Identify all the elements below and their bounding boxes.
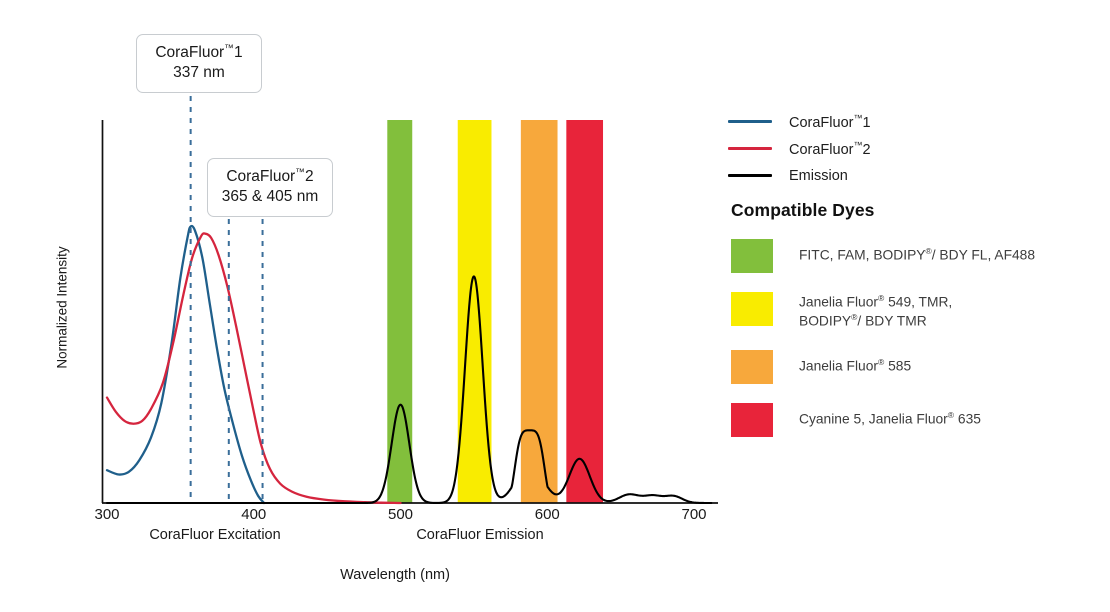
spectra-curves xyxy=(105,224,713,505)
dye-row-1: Janelia Fluor® 549, TMR, BODIPY®/ BDY TMR xyxy=(731,292,1106,331)
dye-color-swatch-3 xyxy=(731,402,773,437)
dye-label-3: Cyanine 5, Janelia Fluor® 635 xyxy=(799,409,981,427)
curve-emission xyxy=(105,275,713,505)
compatible-dyes-title: Compatible Dyes xyxy=(731,200,875,220)
callout-corafluor2: CoraFluor™2 365 & 405 nm xyxy=(207,158,333,217)
y-axis-label: Normalized Intensity xyxy=(54,246,70,369)
dye-label-2: Janelia Fluor® 585 xyxy=(799,356,912,374)
x-tick-label-400: 400 xyxy=(241,506,267,523)
callout-corafluor2-line1: CoraFluor™2 xyxy=(226,167,314,186)
x-tick-label-600: 600 xyxy=(534,506,560,523)
x-tick-label-500: 500 xyxy=(387,506,414,523)
red-band xyxy=(566,120,604,503)
curve-corafluor1 xyxy=(105,224,266,505)
compatible-dyes-panel: Compatible Dyes FITC, FAM, BODIPY®/ BDY … xyxy=(731,200,1106,456)
compatible-dyes-list: FITC, FAM, BODIPY®/ BDY FL, AF488 Janelia… xyxy=(731,239,1106,437)
x-axis-label: Wavelength (nm) xyxy=(340,567,450,583)
wavelength-bands xyxy=(387,120,604,503)
legend-row-1: CoraFluor™2 xyxy=(728,135,1098,162)
region-label-emission: CoraFluor Emission xyxy=(416,527,544,543)
x-tick-label-700: 700 xyxy=(681,506,707,523)
dye-color-swatch-1 xyxy=(731,292,773,326)
callout-corafluor2-line2: 365 & 405 nm xyxy=(221,187,319,205)
annotation-dashed-lines xyxy=(189,96,264,503)
dye-label-1: Janelia Fluor® 549, TMR, BODIPY®/ BDY TMR xyxy=(799,293,953,329)
dye-row-3: Cyanine 5, Janelia Fluor® 635 xyxy=(731,402,1106,437)
x-tick-label-300: 300 xyxy=(94,506,120,523)
dye-color-swatch-2 xyxy=(731,349,773,384)
orange-band xyxy=(520,120,558,503)
legend-line-swatch-2 xyxy=(728,174,772,177)
chart-legend: CoraFluor™1 CoraFluor™2 Emission xyxy=(728,108,1098,189)
legend-label-0: CoraFluor™1 xyxy=(789,112,871,131)
region-label-excitation: CoraFluor Excitation xyxy=(149,527,281,543)
dye-row-2: Janelia Fluor® 585 xyxy=(731,349,1106,384)
curve-corafluor2 xyxy=(105,232,402,505)
dye-label-0: FITC, FAM, BODIPY®/ BDY FL, AF488 xyxy=(799,246,1036,263)
legend-row-2: Emission xyxy=(728,162,1098,189)
legend-line-swatch-1 xyxy=(728,147,772,150)
callout-corafluor1-line1: CoraFluor™1 xyxy=(155,43,243,62)
dye-color-swatch-0 xyxy=(731,239,773,273)
yellow-band xyxy=(457,120,492,503)
legend-label-2: Emission xyxy=(789,167,848,184)
legend-label-1: CoraFluor™2 xyxy=(789,139,871,158)
dye-row-0: FITC, FAM, BODIPY®/ BDY FL, AF488 xyxy=(731,239,1106,273)
callout-corafluor1: CoraFluor™1 337 nm xyxy=(136,34,262,93)
legend-row-0: CoraFluor™1 xyxy=(728,108,1098,135)
legend-line-swatch-0 xyxy=(728,120,772,123)
callout-corafluor1-line2: 337 nm xyxy=(173,63,225,81)
